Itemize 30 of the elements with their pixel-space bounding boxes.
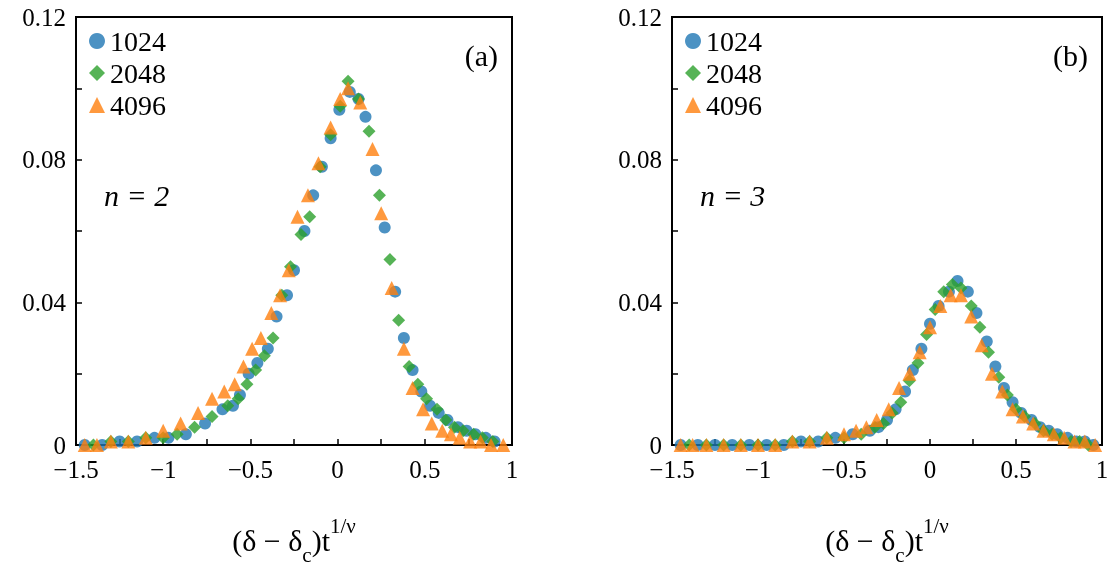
x-tick-label: −1.5 xyxy=(53,456,99,483)
x-tick-label: 1 xyxy=(1095,456,1109,483)
y-tick-label: 0.12 xyxy=(22,3,66,31)
x-tick-label: −0.5 xyxy=(227,456,274,483)
x-tick-label: −1.5 xyxy=(649,456,695,483)
y-tick-label: 0.12 xyxy=(618,3,662,31)
y-tick-label: 0 xyxy=(649,431,662,459)
x-tick-label: 1 xyxy=(505,456,519,483)
x-tick-label: 0 xyxy=(331,456,344,483)
annotation: n = 2 xyxy=(104,178,170,212)
legend-label: 1024 xyxy=(706,25,762,57)
y-tick-label: 0.04 xyxy=(22,288,67,316)
legend-label: 1024 xyxy=(110,25,166,57)
y-tick-label: 0.08 xyxy=(618,146,662,174)
y-tick-label: 0.04 xyxy=(618,288,663,316)
annotation: (a) xyxy=(464,38,498,73)
x-tick-label: 0.5 xyxy=(409,456,441,483)
x-tick-label: 0 xyxy=(923,456,937,483)
legend-label: 4096 xyxy=(110,89,166,121)
x-tick-label: −0.5 xyxy=(821,456,867,483)
annotation: (b) xyxy=(1053,38,1088,73)
legend-label: 2048 xyxy=(110,57,166,89)
y-tick-label: 0 xyxy=(53,431,66,459)
x-tick-label: 0.5 xyxy=(1000,456,1032,483)
annotation: n = 3 xyxy=(700,178,766,212)
legend-label: 4096 xyxy=(706,89,762,121)
x-tick-label: −1 xyxy=(149,456,177,483)
legend-label: 2048 xyxy=(706,57,762,89)
x-tick-label: −1 xyxy=(744,456,772,483)
y-tick-label: 0.08 xyxy=(22,146,66,174)
